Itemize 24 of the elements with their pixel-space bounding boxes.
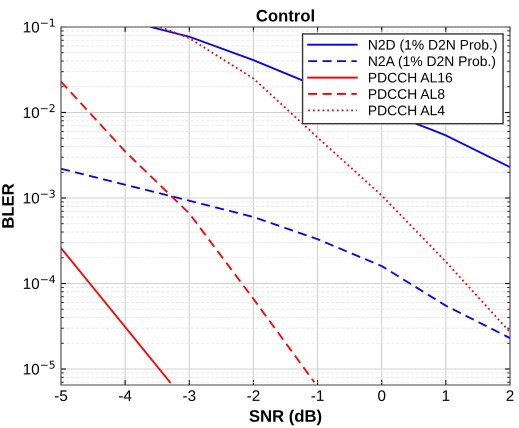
y-tick-label: 10$^{−3}$ [24, 190, 55, 204]
x-tick-label: -4 [119, 390, 132, 401]
y-tick-label: 10$^{−2}$ [24, 104, 55, 118]
y-axis-title: BLER [2, 184, 14, 228]
chart-title: Control [256, 9, 314, 22]
legend-label: PDCCH AL16 [368, 72, 452, 83]
legend-label: N2A (1% D2N Prob.) [368, 56, 496, 69]
legend-label: PDCCH AL8 [368, 89, 444, 99]
x-tick-label: 1 [442, 390, 450, 401]
legend-label: PDCCH AL4 [368, 106, 445, 116]
x-tick-label: 0 [378, 390, 386, 402]
x-tick-label: -1 [311, 390, 324, 401]
line-series [160, 27, 510, 334]
y-tick-label: 10$^{−5}$ [24, 360, 55, 375]
x-tick-label: 2 [506, 390, 514, 401]
legend-label: N2D (1% D2N Prob.) [368, 40, 497, 52]
x-tick-label: -3 [183, 390, 196, 402]
y-tick-label: 10$^{−4}$ [24, 275, 55, 290]
x-axis-title: SNR (dB) [249, 410, 322, 426]
line-series [61, 168, 510, 339]
line-series [61, 80, 316, 384]
y-tick-label: 10$^{−1}$ [24, 18, 55, 33]
x-tick-label: -5 [54, 390, 68, 402]
x-tick-label: -2 [247, 390, 260, 401]
